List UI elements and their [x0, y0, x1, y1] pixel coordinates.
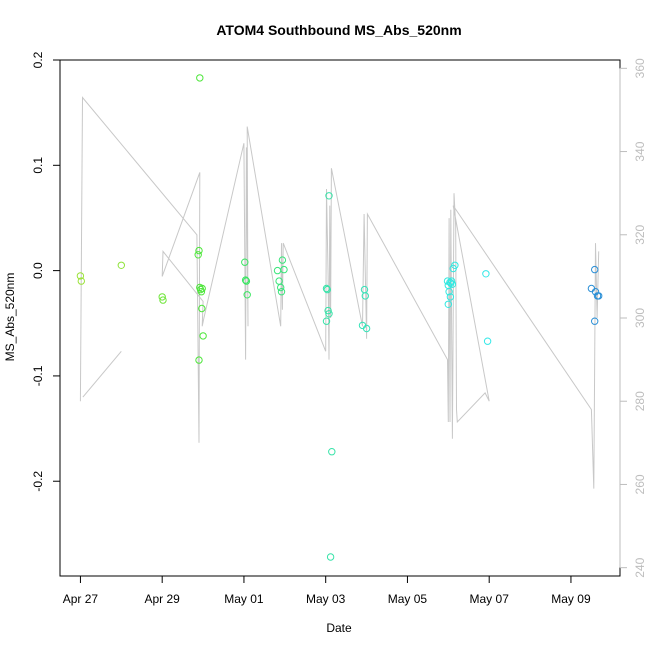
data-point	[195, 356, 203, 364]
series-line	[79, 96, 600, 489]
y-tick-label: -0.2	[31, 471, 45, 492]
y2-tick-label: 340	[633, 141, 647, 161]
data-point	[278, 256, 287, 264]
data-point	[323, 285, 331, 294]
x-tick-label: Apr 29	[145, 592, 181, 606]
y-axis: -0.2 -0.1 0.0 0.1 0.2	[31, 51, 61, 492]
y2-tick-label: 300	[633, 308, 647, 328]
y2-tick-label: 280	[633, 391, 647, 411]
x-tick-label: May 03	[306, 592, 346, 606]
data-point	[361, 292, 369, 300]
y-tick-label: -0.1	[31, 365, 45, 386]
y-tick-label: 0.2	[31, 51, 45, 68]
chart-title: ATOM4 Southbound MS_Abs_520nm	[216, 22, 461, 38]
y-tick-label: 0.0	[31, 262, 45, 279]
data-point	[446, 278, 454, 286]
data-point	[241, 276, 250, 284]
x-tick-label: Apr 27	[63, 592, 99, 606]
x-axis-label: Date	[326, 621, 352, 635]
y2-tick-label: 240	[633, 557, 647, 577]
data-point	[198, 304, 206, 313]
data-point	[277, 283, 285, 292]
data-point	[242, 277, 251, 285]
data-point	[280, 265, 288, 274]
x-tick-label: May 05	[388, 592, 428, 606]
y2-tick-label: 360	[633, 58, 647, 78]
series-line-segment	[82, 350, 122, 398]
line-layer	[79, 96, 600, 489]
y-axis-label: MS_Abs_520nm	[3, 273, 17, 362]
data-point	[194, 251, 202, 259]
data-point	[322, 317, 331, 325]
data-point	[448, 280, 457, 288]
data-point	[325, 310, 333, 318]
data-point	[195, 246, 203, 255]
data-point	[277, 288, 286, 296]
point-layer	[76, 74, 603, 561]
data-point	[117, 261, 126, 269]
data-point	[76, 272, 85, 280]
data-point	[326, 553, 335, 561]
y2-tick-label: 260	[633, 474, 647, 494]
data-point	[328, 448, 336, 456]
x-tick-label: May 07	[470, 592, 510, 606]
plot-frame	[59, 59, 621, 577]
data-point	[483, 337, 492, 345]
data-point	[591, 265, 599, 274]
y-tick-label: 0.1	[31, 157, 45, 174]
data-point	[324, 306, 332, 315]
data-point	[158, 293, 166, 301]
data-point	[482, 270, 490, 278]
data-point	[241, 258, 249, 266]
data-point	[322, 284, 331, 293]
data-point	[447, 277, 456, 285]
data-point	[445, 288, 453, 296]
data-point	[595, 292, 603, 300]
data-point	[446, 293, 455, 301]
data-point	[243, 291, 251, 299]
y2-axis: 240 260 280 300 320 340 360	[619, 58, 647, 578]
x-axis: Apr 27 Apr 29 May 01 May 03 May 05 May 07 May …	[63, 575, 591, 606]
data-point	[444, 300, 452, 308]
data-point	[451, 261, 459, 269]
x-tick-label: May 09	[551, 592, 591, 606]
data-point	[591, 317, 599, 325]
data-point	[196, 74, 204, 82]
data-point	[77, 277, 86, 285]
data-point	[198, 284, 206, 293]
data-point	[273, 266, 282, 275]
data-point	[159, 296, 167, 304]
data-point	[197, 288, 206, 296]
data-point	[199, 332, 207, 340]
y2-tick-label: 320	[633, 224, 647, 244]
data-point	[362, 324, 371, 333]
data-point	[325, 192, 333, 200]
x-tick-label: May 01	[224, 592, 264, 606]
data-point	[587, 284, 596, 293]
